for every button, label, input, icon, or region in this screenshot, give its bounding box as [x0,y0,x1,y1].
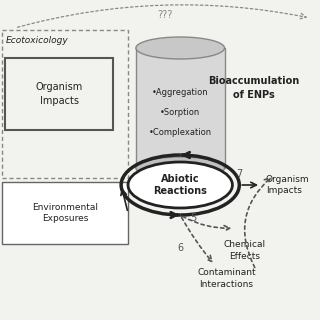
Text: •Aggregation: •Aggregation [152,87,209,97]
Text: •Sorption: •Sorption [160,108,200,116]
FancyBboxPatch shape [2,182,128,244]
Text: 6: 6 [177,243,183,253]
Text: Organism
Impacts: Organism Impacts [266,175,309,196]
Ellipse shape [136,157,225,179]
Ellipse shape [128,162,232,208]
Text: Bioaccumulation
of ENPs: Bioaccumulation of ENPs [208,76,300,100]
FancyBboxPatch shape [5,58,113,130]
Text: 5: 5 [190,213,196,223]
Text: Environmental
Exposures: Environmental Exposures [32,203,98,223]
FancyBboxPatch shape [136,48,225,168]
Ellipse shape [136,37,225,59]
Text: Ecotoxicology: Ecotoxicology [6,36,69,45]
Text: 7: 7 [236,169,243,179]
Text: Abiotic
Reactions: Abiotic Reactions [153,174,207,196]
Text: •Complexation: •Complexation [149,127,212,137]
Text: Chemical
Effects: Chemical Effects [223,240,265,261]
Text: Organism
Impacts: Organism Impacts [36,83,83,106]
FancyBboxPatch shape [2,30,128,178]
Text: ???: ??? [158,10,173,20]
Text: Contaminant
Interactions: Contaminant Interactions [197,268,256,289]
